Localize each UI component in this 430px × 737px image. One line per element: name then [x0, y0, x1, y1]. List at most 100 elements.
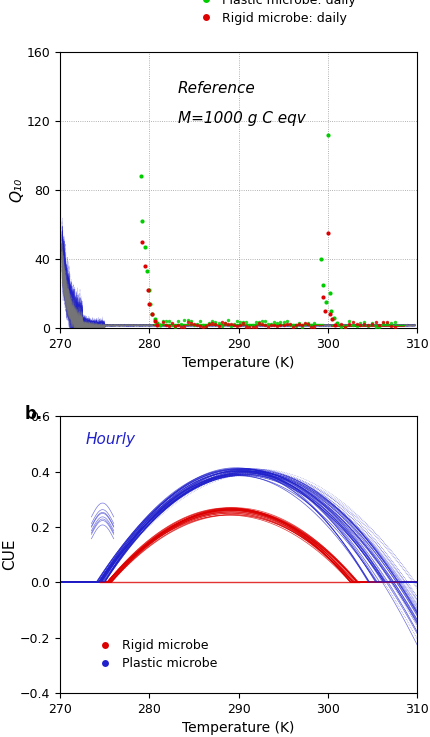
Point — [349, 316, 356, 328]
Point — [218, 316, 225, 328]
Point — [181, 321, 188, 333]
X-axis label: Temperature (K): Temperature (K) — [182, 356, 295, 370]
Point — [258, 318, 265, 329]
Point — [212, 318, 219, 329]
Point — [264, 321, 271, 333]
Point — [237, 316, 244, 328]
Point — [289, 318, 296, 330]
Point — [249, 319, 256, 331]
Point — [215, 317, 222, 329]
Point — [345, 318, 352, 330]
X-axis label: Temperature (K): Temperature (K) — [182, 721, 295, 735]
Point — [224, 318, 231, 330]
Point — [240, 316, 247, 328]
Point — [178, 321, 185, 333]
Point — [237, 320, 244, 332]
Point — [169, 318, 175, 330]
Legend: Plastic microbe: daily, Rigid microbe: daily: Plastic microbe: daily, Rigid microbe: d… — [188, 0, 361, 29]
Point — [322, 296, 329, 308]
Point — [243, 321, 250, 333]
Point — [329, 313, 336, 325]
Y-axis label: Q₁₀: Q₁₀ — [9, 178, 24, 202]
Point — [218, 321, 225, 332]
Point — [357, 319, 364, 331]
Point — [194, 319, 200, 331]
Point — [319, 291, 326, 303]
Point — [271, 319, 278, 331]
Point — [302, 317, 309, 329]
Point — [391, 316, 398, 328]
Point — [271, 315, 278, 327]
Point — [349, 318, 356, 330]
Point — [233, 315, 240, 327]
Point — [227, 318, 234, 330]
Point — [295, 318, 302, 330]
Text: Reference: Reference — [178, 81, 256, 96]
Point — [326, 287, 333, 299]
Point — [240, 318, 247, 329]
Point — [252, 321, 259, 333]
Point — [157, 318, 163, 330]
Point — [311, 321, 318, 333]
Point — [172, 320, 178, 332]
Point — [328, 305, 335, 317]
Point — [206, 318, 213, 329]
Point — [305, 318, 312, 329]
Point — [258, 315, 265, 327]
Point — [289, 321, 296, 333]
Point — [320, 279, 327, 290]
Point — [160, 316, 166, 328]
Point — [369, 318, 375, 330]
Point — [141, 260, 148, 272]
Point — [224, 315, 231, 326]
Point — [361, 318, 368, 329]
Point — [376, 319, 383, 331]
Point — [255, 315, 262, 327]
Point — [261, 319, 268, 331]
Point — [190, 319, 197, 331]
Point — [249, 321, 256, 333]
Point — [274, 321, 281, 332]
Point — [376, 321, 383, 332]
Point — [139, 215, 146, 227]
Point — [169, 317, 175, 329]
Point — [137, 170, 144, 182]
Point — [149, 308, 156, 320]
Point — [292, 321, 299, 332]
Point — [160, 315, 166, 326]
Point — [154, 317, 161, 329]
Point — [280, 319, 287, 331]
Point — [233, 320, 240, 332]
Point — [172, 321, 178, 333]
Point — [190, 318, 197, 329]
Point — [277, 316, 284, 328]
Point — [181, 315, 188, 326]
Point — [230, 319, 237, 331]
Point — [302, 318, 309, 329]
Point — [197, 315, 203, 327]
Point — [317, 253, 324, 265]
Point — [151, 315, 158, 327]
Point — [387, 321, 394, 332]
Point — [151, 313, 158, 325]
Point — [178, 318, 185, 330]
Point — [365, 320, 372, 332]
Y-axis label: CUE: CUE — [2, 539, 17, 570]
Point — [292, 319, 299, 331]
Point — [163, 315, 169, 326]
Point — [384, 318, 390, 329]
Point — [221, 318, 228, 329]
Point — [299, 319, 306, 331]
Point — [166, 320, 172, 332]
Point — [227, 321, 234, 332]
Point — [175, 315, 182, 326]
Point — [357, 318, 364, 329]
Point — [175, 319, 182, 331]
Point — [145, 284, 152, 296]
Point — [342, 321, 349, 333]
Point — [353, 318, 360, 330]
Point — [200, 321, 206, 332]
Point — [203, 320, 209, 332]
Text: Hourly: Hourly — [85, 432, 135, 447]
Point — [194, 318, 200, 330]
